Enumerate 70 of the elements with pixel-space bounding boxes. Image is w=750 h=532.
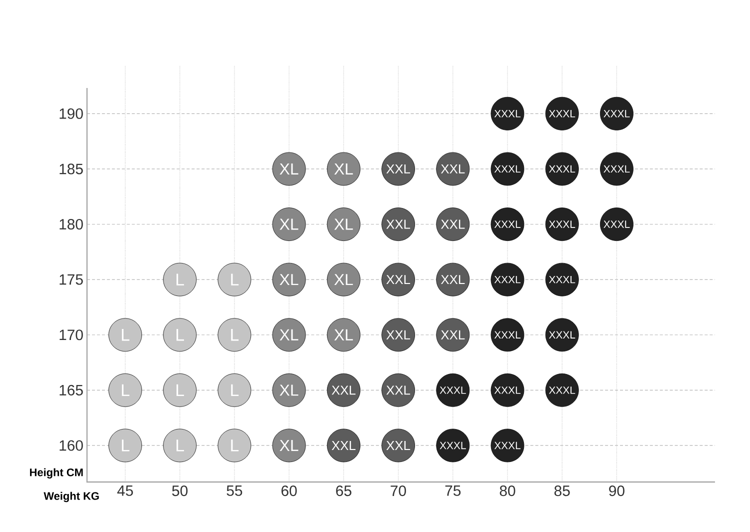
data-label: XXXL bbox=[440, 386, 466, 394]
data-label: L bbox=[176, 384, 184, 396]
data-label: XXXL bbox=[494, 165, 521, 173]
x-tick-label: 85 bbox=[554, 486, 570, 496]
data-label: XL bbox=[280, 218, 298, 230]
data-label: XXXL bbox=[548, 276, 576, 284]
data-label: XL bbox=[280, 163, 298, 174]
x-tick-label: 65 bbox=[336, 486, 352, 496]
data-label: XL bbox=[280, 329, 298, 340]
y-tick-label: 175 bbox=[60, 274, 83, 285]
data-label: XXXL bbox=[440, 442, 466, 450]
x-axis-title: Weight KG bbox=[44, 492, 99, 502]
data-label: XXL bbox=[386, 441, 410, 450]
data-label: XXXL bbox=[548, 386, 576, 394]
y-tick-label: 165 bbox=[60, 384, 83, 396]
data-label: XXXL bbox=[548, 165, 576, 173]
data-label: XXXL bbox=[494, 276, 521, 284]
data-label: XXXL bbox=[548, 220, 576, 228]
data-label: L bbox=[231, 440, 239, 452]
x-tick-label: 55 bbox=[226, 486, 242, 496]
data-label: XL bbox=[280, 274, 298, 286]
data-label: XL bbox=[334, 274, 353, 286]
x-tick-label: 70 bbox=[390, 486, 406, 496]
data-label: XXXL bbox=[494, 110, 521, 118]
data-label: XL bbox=[334, 329, 353, 340]
data-label: XXXL bbox=[494, 331, 521, 338]
data-label: XXXL bbox=[548, 331, 576, 338]
x-tick-label: 60 bbox=[282, 486, 297, 496]
data-label: XXXL bbox=[494, 442, 521, 450]
data-label: XXL bbox=[440, 330, 465, 340]
y-tick-label: 185 bbox=[60, 164, 83, 174]
data-label: XL bbox=[334, 218, 353, 230]
data-label: L bbox=[231, 329, 239, 341]
data-label: XXXL bbox=[548, 110, 576, 118]
y-axis-title: Height CM bbox=[30, 468, 83, 478]
data-label: XL bbox=[334, 163, 353, 174]
y-tick-label: 160 bbox=[60, 440, 83, 451]
data-label: XXXL bbox=[494, 220, 521, 228]
data-label: XXL bbox=[332, 386, 356, 395]
data-label: XXL bbox=[440, 275, 465, 284]
data-label: XXXL bbox=[494, 386, 521, 394]
x-tick-label: 75 bbox=[445, 486, 461, 496]
data-label: XXL bbox=[440, 220, 465, 229]
data-label: XXXL bbox=[604, 220, 630, 228]
data-label: XL bbox=[280, 384, 298, 396]
y-tick-label: 170 bbox=[60, 330, 83, 340]
data-label: L bbox=[122, 440, 130, 452]
data-label: L bbox=[122, 384, 130, 396]
y-tick-label: 180 bbox=[60, 218, 83, 230]
y-tick-label: 190 bbox=[60, 108, 83, 119]
data-label: XXL bbox=[332, 441, 356, 450]
data-label: L bbox=[122, 329, 130, 341]
data-label: L bbox=[176, 274, 184, 286]
data-label: XXL bbox=[386, 330, 410, 340]
x-tick-label: 90 bbox=[609, 486, 624, 496]
data-label: XXL bbox=[386, 220, 410, 229]
data-label: XXL bbox=[386, 164, 410, 174]
data-label: XXXL bbox=[604, 110, 630, 118]
data-label: XXL bbox=[440, 164, 465, 174]
data-label: XXXL bbox=[604, 165, 630, 173]
data-label: L bbox=[231, 384, 239, 396]
x-tick-label: 50 bbox=[172, 486, 188, 496]
x-tick-label: 45 bbox=[117, 486, 133, 496]
data-label: XXL bbox=[386, 386, 410, 395]
data-label: XXL bbox=[386, 275, 410, 284]
x-tick-label: 80 bbox=[500, 486, 516, 496]
data-label: XL bbox=[280, 440, 298, 451]
data-label: L bbox=[176, 329, 184, 341]
data-label: L bbox=[176, 440, 184, 452]
data-label: L bbox=[231, 274, 239, 286]
